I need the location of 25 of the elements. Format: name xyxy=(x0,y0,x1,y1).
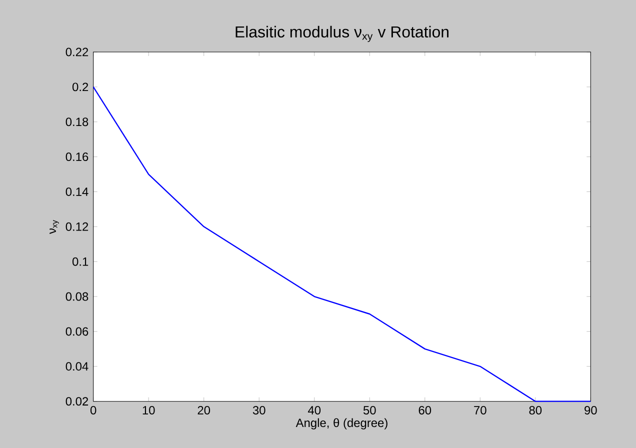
y-tick-label: 0.04 xyxy=(66,362,88,371)
x-tick-label: 70 xyxy=(474,406,486,414)
x-tick-label: 10 xyxy=(142,406,155,414)
line-series xyxy=(92,86,592,402)
x-tick-label: 30 xyxy=(252,406,266,414)
x-tick-label: 90 xyxy=(584,406,597,414)
y-tick-label: 0.22 xyxy=(66,48,88,56)
y-tick-label: 0.18 xyxy=(66,118,88,126)
y-tick-label: 0.2 xyxy=(72,82,88,92)
x-axis-title: Angle, θ (degree) xyxy=(296,418,388,430)
x-tick-label: 60 xyxy=(418,406,432,414)
x-tick-label: 80 xyxy=(529,406,542,414)
x-tick-label: 50 xyxy=(363,406,376,414)
x-tick-label: 20 xyxy=(198,406,210,414)
y-tick-label: 0.16 xyxy=(66,152,88,162)
x-tick-label: 0 xyxy=(90,406,96,414)
y-tick-label: 0.12 xyxy=(66,222,88,231)
chart-title: Elasitic modulus ν$_{xy}$ v Rotation xyxy=(236,26,448,42)
y-tick-label: 0.08 xyxy=(66,292,88,301)
y-axis-title: ν$_{xy}$ xyxy=(50,220,59,234)
x-tick-label: 40 xyxy=(308,406,321,414)
y-tick-label: 0.14 xyxy=(66,187,88,196)
y-tick-label: 0.02 xyxy=(66,397,88,406)
y-tick-label: 0.06 xyxy=(66,327,88,336)
y-tick-label: 0.1 xyxy=(72,257,88,266)
